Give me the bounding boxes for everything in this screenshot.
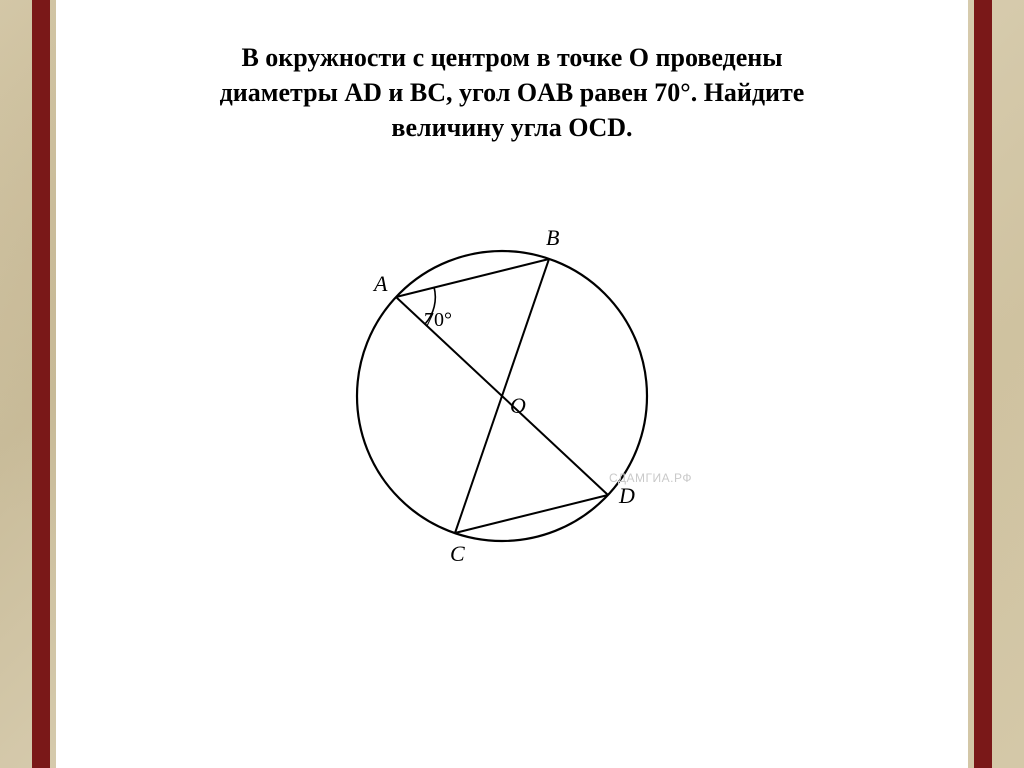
slide-background: В окружности с центром в точке O проведе… xyxy=(0,0,1024,768)
label-a: A xyxy=(372,271,388,296)
problem-line-1: В окружности с центром в точке O проведе… xyxy=(241,43,782,72)
label-b: B xyxy=(546,225,559,250)
left-frame-band xyxy=(32,0,50,768)
right-frame-band xyxy=(974,0,992,768)
circle-diagram: A B C D O 70° xyxy=(332,181,692,601)
label-c: C xyxy=(450,541,465,566)
diagram-container: A B C D O 70° СДАМГИА.РФ xyxy=(332,181,692,601)
content-area: В окружности с центром в точке O проведе… xyxy=(56,0,968,768)
watermark-text: СДАМГИА.РФ xyxy=(609,471,692,485)
label-o: O xyxy=(510,393,526,418)
problem-line-2: диаметры AD и BC, угол OAB равен 70°. На… xyxy=(220,78,805,107)
problem-statement: В окружности с центром в точке O проведе… xyxy=(220,40,805,145)
label-angle: 70° xyxy=(424,309,452,331)
problem-line-3: величину угла OCD. xyxy=(391,113,632,142)
label-d: D xyxy=(618,483,635,508)
diameter-bc xyxy=(455,259,549,533)
